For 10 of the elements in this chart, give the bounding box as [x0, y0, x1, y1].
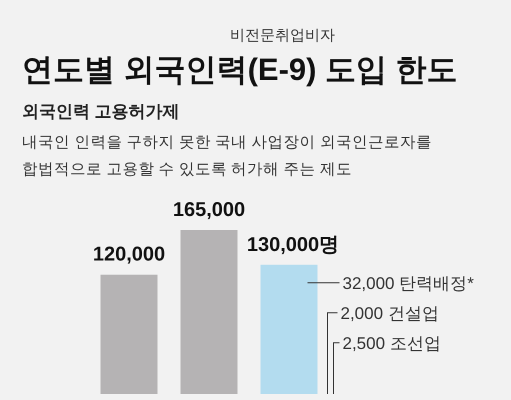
text: 외국인력 고용허가제: [22, 102, 180, 121]
chart-subtitle: 비전문취업비자: [230, 27, 335, 44]
text: 내국인 인력을 구하지 못한 국내 사업장이 외국인근로자를 합법적으로 고용할 수 있도록 허가해 주는 제도: [22, 134, 432, 178]
text: 2,000 건설업: [340, 304, 439, 323]
text: 32,000 탄력배정*: [342, 274, 474, 293]
data-label: 120,000: [92, 244, 166, 266]
chart-title: 연도별 외국인력(E-9) 도입 한도: [22, 52, 458, 87]
data-label: 165,000: [172, 199, 246, 221]
text: 2,500 조선업: [342, 334, 441, 353]
data-label: 130,000명: [246, 234, 340, 256]
